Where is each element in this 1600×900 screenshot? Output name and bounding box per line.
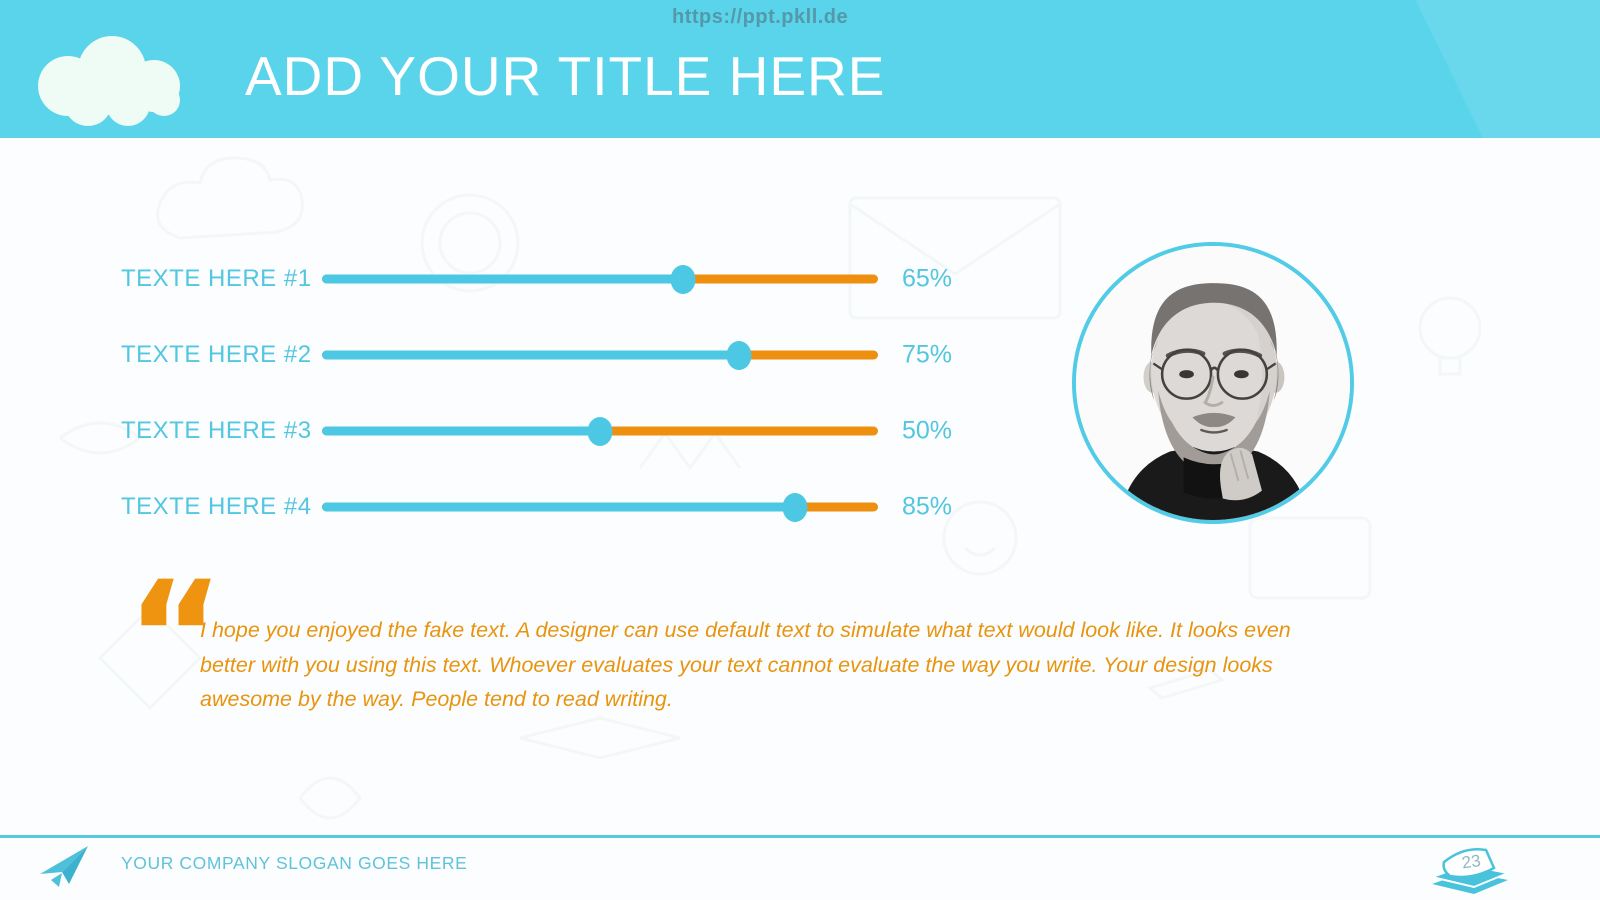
slider-track[interactable] — [322, 264, 878, 294]
url-watermark: https://ppt.pkll.de — [672, 6, 849, 28]
slider-row: TEXTE HERE #2 75% — [0, 335, 1000, 375]
slider-thumb[interactable] — [726, 340, 752, 370]
slider-label: TEXTE HERE #4 — [121, 493, 312, 520]
slider-value: 75% — [902, 340, 953, 369]
slider-fill — [322, 502, 795, 512]
page-number: 23 — [1461, 851, 1482, 872]
slider-track[interactable] — [322, 492, 878, 522]
slider-label: TEXTE HERE #3 — [121, 417, 312, 444]
slider-value: 85% — [902, 492, 953, 521]
slider-fill — [322, 350, 739, 360]
slider-value: 50% — [902, 416, 953, 445]
steve-jobs-portrait-illustration — [1076, 246, 1350, 520]
slider-fill — [322, 274, 684, 284]
slider-thumb[interactable] — [587, 416, 613, 446]
slider-row: TEXTE HERE #1 65% — [0, 259, 1000, 299]
header-diagonal-accent — [1300, 0, 1600, 138]
paper-plane-icon — [40, 846, 88, 887]
slider-label: TEXTE HERE #1 — [121, 265, 312, 292]
slider-thumb[interactable] — [782, 492, 808, 522]
slider-thumb[interactable] — [670, 264, 696, 294]
slider-row: TEXTE HERE #4 85% — [0, 487, 1000, 527]
footer: YOUR COMPANY SLOGAN GOES HERE 23 — [0, 835, 1600, 900]
stacked-pages-icon: 23 — [1428, 848, 1512, 894]
slider-fill — [322, 426, 600, 436]
cloud-icon — [38, 36, 180, 126]
slider-track[interactable] — [322, 416, 878, 446]
slider-track[interactable] — [322, 340, 878, 370]
slider-row: TEXTE HERE #3 50% — [0, 411, 1000, 451]
header-band: ADD YOUR TITLE HERE — [0, 0, 1600, 138]
footer-slogan: YOUR COMPANY SLOGAN GOES HERE — [121, 853, 468, 873]
page-title: ADD YOUR TITLE HERE — [245, 45, 886, 107]
background-doodles — [59, 156, 1482, 820]
quote-mark-icon: “ — [126, 550, 225, 724]
slider-value: 65% — [902, 264, 953, 293]
quote-text: I hope you enjoyed the fake text. A desi… — [200, 618, 1291, 711]
slider-label: TEXTE HERE #2 — [121, 341, 312, 368]
portrait-photo — [1072, 242, 1354, 524]
